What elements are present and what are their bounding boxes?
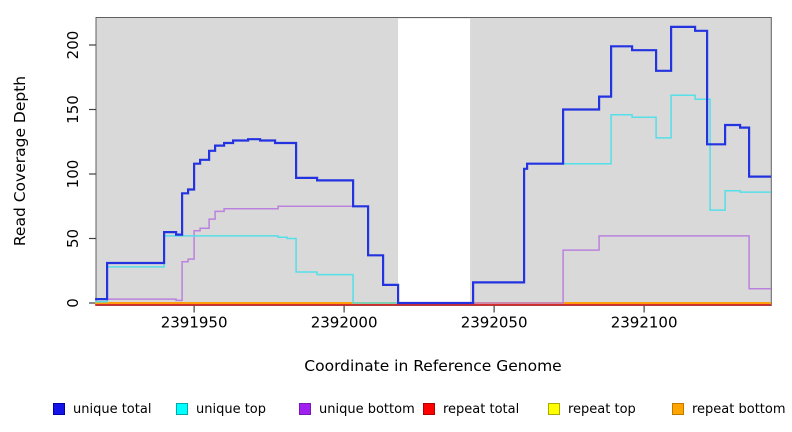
legend-item-label: unique top [196,401,267,417]
legend-item-label: repeat bottom [692,401,786,417]
legend-item-label: repeat top [568,401,636,417]
x-tick-label: 2392050 [461,314,528,332]
legend-swatch-icon [53,403,65,415]
legend-swatch-icon [299,403,311,415]
x-tick-label: 2392000 [311,314,378,332]
series-unique-bottom-line [95,205,771,304]
series-unique-total-line [95,25,771,305]
x-tick-label: 2392100 [611,314,678,332]
y-tick-label: 150 [64,95,82,124]
legend-item: unique total [53,398,151,420]
y-tick-label: 200 [64,31,82,60]
y-axis-title: Read Coverage Depth [11,76,29,246]
legend-item: repeat total [423,398,519,420]
y-tick-label: 100 [64,160,82,189]
y-tick-label: 50 [64,229,82,248]
legend-swatch-icon [548,403,560,415]
legend-swatch-icon [423,403,435,415]
legend-item: repeat bottom [672,398,786,420]
legend-swatch-icon [176,403,188,415]
legend-item: unique bottom [299,398,415,420]
legend-item: unique top [176,398,266,420]
no-data-gap [398,18,471,306]
legend-item-label: repeat total [443,401,520,417]
legend-swatch-icon [672,403,684,415]
coverage-chart: 2391950 2392000 2392050 2392100 0 50 100 150 200… [11,17,772,375]
y-tick-label: 0 [64,298,82,308]
legend-item: repeat top [548,398,636,420]
x-axis-title: Coordinate in Reference Genome [304,357,561,375]
plot-layers: 2391950 2392000 2392050 2392100 0 50 100 150 200 [64,17,772,332]
legend-item-label: unique total [73,401,152,417]
legend-item-label: unique bottom [319,401,415,417]
legend: unique total unique top unique bottom repea… [0,398,792,424]
x-tick-label: 2391950 [161,314,228,332]
